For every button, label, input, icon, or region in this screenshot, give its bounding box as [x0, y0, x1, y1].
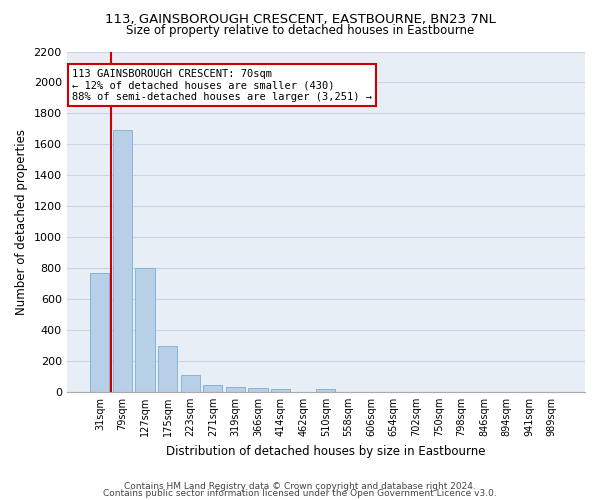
Bar — [158, 346, 177, 392]
Bar — [316, 389, 335, 392]
Bar — [113, 130, 132, 392]
Bar — [90, 273, 109, 392]
Bar — [181, 375, 200, 392]
Bar — [248, 388, 268, 392]
Text: 113, GAINSBOROUGH CRESCENT, EASTBOURNE, BN23 7NL: 113, GAINSBOROUGH CRESCENT, EASTBOURNE, … — [104, 12, 496, 26]
Y-axis label: Number of detached properties: Number of detached properties — [15, 128, 28, 314]
Bar — [271, 389, 290, 392]
X-axis label: Distribution of detached houses by size in Eastbourne: Distribution of detached houses by size … — [166, 444, 485, 458]
Bar — [226, 387, 245, 392]
Bar — [203, 385, 223, 392]
Bar — [136, 268, 155, 392]
Text: Contains public sector information licensed under the Open Government Licence v3: Contains public sector information licen… — [103, 490, 497, 498]
Text: Size of property relative to detached houses in Eastbourne: Size of property relative to detached ho… — [126, 24, 474, 37]
Text: 113 GAINSBOROUGH CRESCENT: 70sqm
← 12% of detached houses are smaller (430)
88% : 113 GAINSBOROUGH CRESCENT: 70sqm ← 12% o… — [72, 68, 372, 102]
Text: Contains HM Land Registry data © Crown copyright and database right 2024.: Contains HM Land Registry data © Crown c… — [124, 482, 476, 491]
